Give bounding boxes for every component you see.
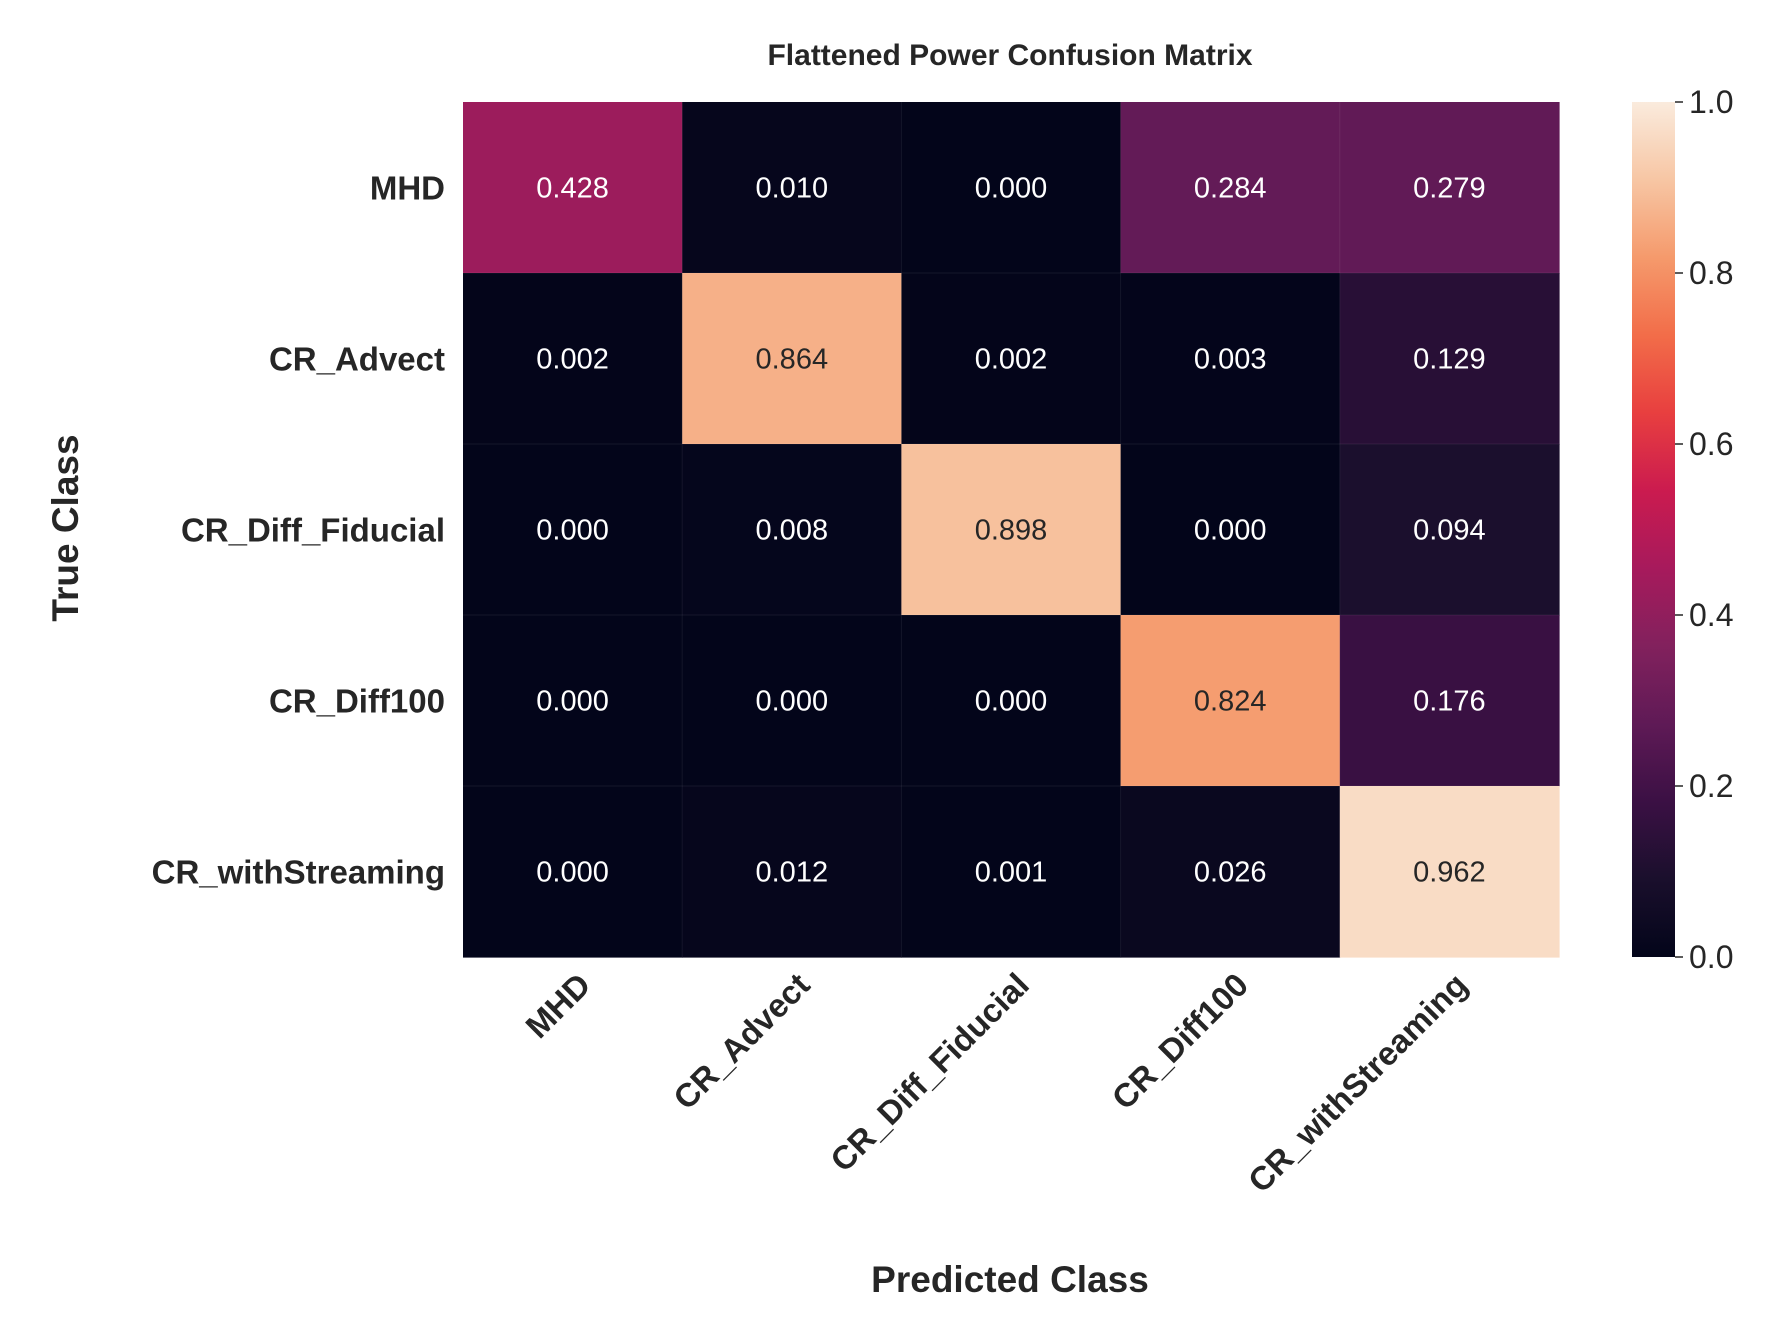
heatmap-cells (463, 102, 1560, 958)
cell-value-label: 0.003 (1194, 344, 1267, 376)
cell-value-label: 0.012 (756, 857, 829, 889)
colorbar-tick-label: 0.4 (1689, 597, 1733, 633)
x-axis-label: Predicted Class (871, 1259, 1149, 1300)
heatmap-cell (463, 615, 683, 787)
heatmap-cell (901, 786, 1122, 958)
x-tick-label: CR_Diff100 (1104, 966, 1255, 1117)
colorbar-gradient (1632, 102, 1675, 957)
heatmap-cell (682, 273, 902, 445)
heatmap-cell (463, 102, 683, 274)
cell-value-label: 0.026 (1194, 857, 1267, 889)
heatmap-cell (682, 786, 902, 958)
cell-value-label: 0.898 (975, 515, 1048, 547)
colorbar-tick-label: 1.0 (1689, 84, 1733, 120)
cell-value-label: 0.002 (536, 344, 609, 376)
heatmap-cell (682, 444, 902, 616)
heatmap-cell (1339, 102, 1560, 274)
cell-value-label: 0.001 (975, 857, 1048, 889)
cell-value-label: 0.129 (1413, 344, 1486, 376)
heatmap-cell (682, 615, 902, 787)
heatmap-cell (901, 273, 1122, 445)
cell-value-label: 0.000 (536, 857, 609, 889)
colorbar-tick-label: 0.2 (1689, 768, 1733, 804)
heatmap-cell (1339, 615, 1560, 787)
y-axis-label: True Class (45, 434, 86, 621)
cell-value-label: 0.824 (1194, 686, 1267, 718)
y-tick-label: CR_withStreaming (152, 854, 445, 891)
heatmap-cell (463, 786, 683, 958)
heatmap-cell (463, 273, 683, 445)
cell-value-label: 0.864 (756, 344, 829, 376)
heatmap-cell (1120, 102, 1341, 274)
cell-value-label: 0.279 (1413, 173, 1486, 205)
cell-value-label: 0.094 (1413, 515, 1486, 547)
heatmap-cell (1339, 786, 1560, 958)
heatmap-cell (1339, 273, 1560, 445)
colorbar-tick-label: 0.8 (1689, 255, 1733, 291)
cell-value-label: 0.000 (975, 686, 1048, 718)
heatmap-cell-labels: 0.428 0.010 0.000 0.284 0.279 0.002 0.864 0.002… (536, 173, 1485, 889)
colorbar-tick-label: 0.0 (1689, 939, 1733, 975)
heatmap-cell (1120, 786, 1341, 958)
x-tick-label: CR_Advect (666, 966, 817, 1117)
y-tick-label: CR_Advect (269, 341, 445, 378)
heatmap-cell (1120, 615, 1341, 787)
heatmap-cell (901, 102, 1122, 274)
cell-value-label: 0.010 (756, 173, 829, 205)
cell-value-label: 0.176 (1413, 686, 1486, 718)
colorbar: 0.0 0.2 0.4 0.6 0.8 1.0 (1632, 84, 1733, 975)
heatmap-cell (1120, 444, 1341, 616)
cell-value-label: 0.000 (756, 686, 829, 718)
y-tick-label: CR_Diff_Fiducial (181, 512, 445, 549)
heatmap-cell (463, 444, 683, 616)
cell-value-label: 0.000 (536, 515, 609, 547)
x-tick-label: MHD (518, 966, 597, 1045)
cell-value-label: 0.962 (1413, 857, 1486, 889)
y-tick-labels: MHD CR_Advect CR_Diff_Fiducial CR_Diff100 CR… (152, 170, 445, 891)
cell-value-label: 0.000 (1194, 515, 1267, 547)
heatmap-cell (1339, 444, 1560, 616)
heatmap-cell (682, 102, 902, 274)
x-tick-labels: MHD CR_Advect CR_Diff_Fiducial CR_Diff100CR… (518, 966, 1474, 1200)
cell-value-label: 0.428 (536, 173, 609, 205)
cell-value-label: 0.284 (1194, 173, 1267, 205)
cell-value-label: 0.000 (975, 173, 1048, 205)
heatmap-cell (1120, 273, 1341, 445)
cell-value-label: 0.008 (756, 515, 829, 547)
heatmap-cell (901, 444, 1122, 616)
x-tick-label: CR_Diff_Fiducial (823, 966, 1036, 1179)
y-tick-label: CR_Diff100 (269, 683, 445, 720)
x-tick-label: CR_withStreaming (1241, 966, 1475, 1200)
heatmap-cell (901, 615, 1122, 787)
cell-value-label: 0.000 (536, 686, 609, 718)
y-tick-label: MHD (370, 170, 445, 207)
cell-value-label: 0.002 (975, 344, 1048, 376)
chart-title: Flattened Power Confusion Matrix (767, 39, 1252, 72)
colorbar-tick-label: 0.6 (1689, 426, 1733, 462)
